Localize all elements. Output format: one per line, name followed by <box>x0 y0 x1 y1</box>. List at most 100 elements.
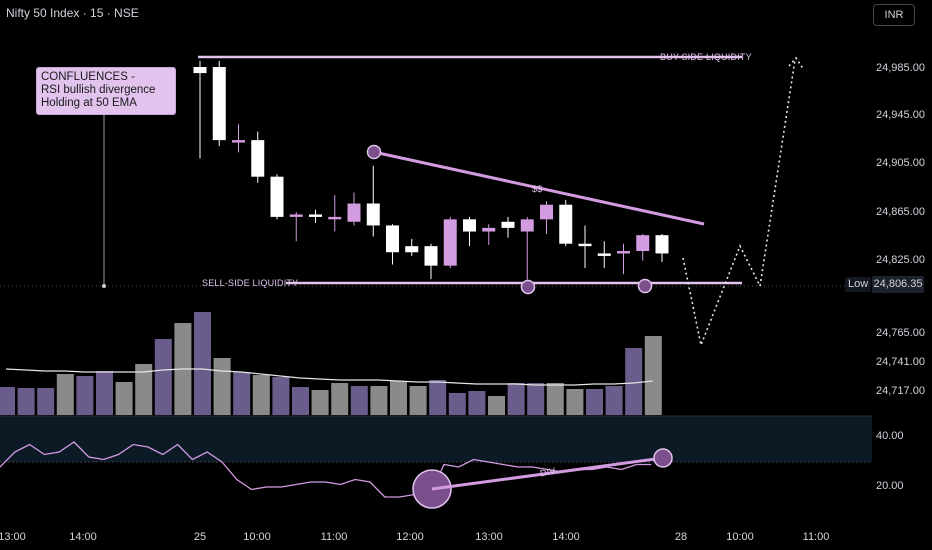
volume-bar <box>566 389 584 415</box>
volume-bar <box>468 391 486 415</box>
candle-body <box>501 221 515 228</box>
price-tick: 24,905.00 <box>876 157 925 169</box>
candle-body <box>328 216 342 220</box>
volume-bar <box>350 386 368 415</box>
rsi-tick: 20.00 <box>876 480 904 492</box>
volume-bar <box>194 312 211 415</box>
price-tick: 24,741.00 <box>876 356 925 368</box>
currency-button[interactable]: INR <box>873 4 915 26</box>
candle-body <box>636 235 650 252</box>
rsi-band <box>0 416 872 462</box>
volume-bar <box>135 364 153 415</box>
candle-body <box>193 67 207 74</box>
volume-bar <box>56 374 74 415</box>
volume-bar <box>586 389 603 415</box>
candle-body <box>424 246 438 266</box>
candle-body <box>617 251 630 254</box>
candle-body <box>405 246 419 253</box>
volume-bar <box>272 377 290 415</box>
candle-body <box>540 204 553 220</box>
time-tick: 10:00 <box>243 531 271 543</box>
candle-body <box>443 219 457 266</box>
volume-bar <box>605 386 623 415</box>
volume-bar <box>292 387 309 415</box>
time-tick: 10:00 <box>726 531 754 543</box>
note-line: Holding at 50 EMA <box>41 97 137 109</box>
price-tick: 24,865.00 <box>876 206 925 218</box>
candle-body <box>347 203 361 222</box>
volume-bar <box>154 339 172 415</box>
volume-ma-line <box>5 368 653 386</box>
volume-bar <box>213 358 231 415</box>
rsi-line <box>0 441 652 498</box>
low-price-tag: 24,806.35 <box>872 276 924 293</box>
time-tick: 12:00 <box>396 531 424 543</box>
time-tick: 13:00 <box>0 531 26 543</box>
time-tick: 11:00 <box>320 531 348 543</box>
time-tick: 25 <box>193 531 207 543</box>
time-tick: 28 <box>674 531 688 543</box>
volume-bar <box>625 348 643 415</box>
divergence-line <box>431 456 664 491</box>
price-tick: 24,765.00 <box>876 327 925 339</box>
confluences-note: CONFLUENCES - RSI bullish divergence Hol… <box>36 67 176 115</box>
price-tick: 24,717.00 <box>876 385 925 397</box>
volume-bar <box>429 380 447 415</box>
volume-bar <box>390 381 407 415</box>
volume-bar <box>370 386 388 415</box>
candle-body <box>597 253 611 256</box>
volume-bar <box>527 383 545 415</box>
candle-body <box>520 219 534 232</box>
candle-body <box>482 227 496 232</box>
volume-bar <box>507 383 525 415</box>
sell-side-liquidity-label: SELL-SIDE LIQUIDITY <box>202 278 299 288</box>
price-tick: 24,825.00 <box>876 254 925 266</box>
chart-title: Nifty 50 Index · 15 · NSE <box>6 6 139 20</box>
note-line: RSI bullish divergence <box>41 84 156 96</box>
time-tick: 13:00 <box>475 531 503 543</box>
volume-bar <box>331 383 349 415</box>
candle-body <box>655 235 669 254</box>
time-tick: 14:00 <box>69 531 97 543</box>
volume-bar <box>96 371 113 415</box>
volume-bar <box>409 386 427 415</box>
candle-body <box>289 214 303 217</box>
low-marker <box>637 278 653 294</box>
divergence-circle-small <box>653 448 673 468</box>
rsi-tick: 40.00 <box>876 430 904 442</box>
volume-bar <box>17 388 35 415</box>
candle-body <box>251 140 265 177</box>
price-tick: 24,945.00 <box>876 109 925 121</box>
volume-bar <box>37 388 55 415</box>
volume-bar <box>644 336 662 415</box>
candle-body <box>366 203 380 226</box>
volume-bar <box>252 375 270 415</box>
candle-body <box>559 204 573 244</box>
volume-bar <box>233 372 251 415</box>
volume-bar <box>448 393 466 415</box>
candle-body <box>212 67 226 141</box>
price-tick: 24,985.00 <box>876 62 925 74</box>
volume-bar <box>311 390 329 415</box>
volume-bar <box>115 382 133 415</box>
volume-bar <box>546 383 564 415</box>
note-line: CONFLUENCES - <box>41 71 135 83</box>
volume-bar <box>0 387 15 415</box>
time-tick: 14:00 <box>552 531 580 543</box>
candle-body <box>270 176 284 217</box>
trendline-anchor <box>366 144 382 160</box>
note-pointer-dot <box>102 284 106 288</box>
candle-body <box>578 243 592 247</box>
time-tick: 11:00 <box>802 531 830 543</box>
volume-bar <box>488 396 505 415</box>
buy-side-liquidity-label: BUY-SIDE LIQUIDITY <box>660 52 752 62</box>
dollar-label: $$ <box>532 184 543 194</box>
candle-body <box>309 214 322 217</box>
candle-body <box>463 219 476 232</box>
projection-arrowhead <box>788 56 805 71</box>
candle-body <box>232 140 245 143</box>
projected-path <box>682 59 796 348</box>
descending-trendline <box>373 150 705 226</box>
candle-body <box>386 225 399 253</box>
